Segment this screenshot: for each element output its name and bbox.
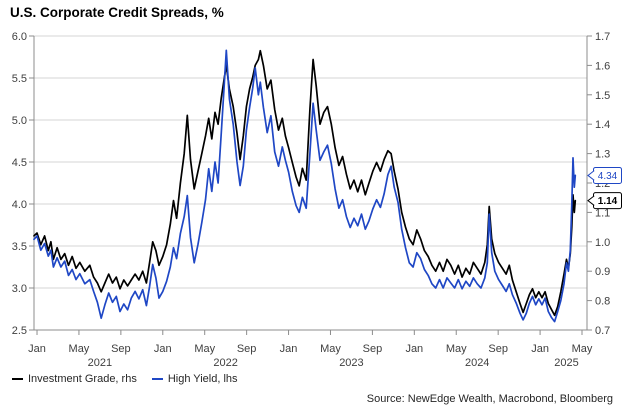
left-axis-tick-label: 3.5 [12,241,27,253]
left-axis-tick-label: 5.5 [12,73,27,85]
x-axis-year-label: 2021 [88,357,112,369]
left-axis-tick-label: 3.0 [12,283,27,295]
right-axis-tick-label: 0.8 [595,296,610,308]
end-value-label: 1.14 [598,196,618,207]
legend-label-high-yield: High Yield, lhs [167,373,238,385]
gridlines [34,35,587,331]
x-axis-month-label: May [572,343,593,355]
axis-lines [33,36,588,331]
chart-title: U.S. Corporate Credit Spreads, % [10,5,224,20]
right-axis-tick-label: 0.9 [595,266,610,278]
legend-item-investment-grade: Investment Grade, rhs [12,373,137,385]
x-axis-month-label: Sep [363,343,383,355]
right-axis: 1.71.61.51.41.31.21.11.00.90.80.7 [587,31,610,337]
x-axis-year-label: 2023 [339,357,363,369]
right-axis-tick-label: 1.6 [595,60,610,72]
x-axis-month-label: Sep [111,343,131,355]
right-axis-tick-label: 1.4 [595,119,610,131]
x-axis-year-label: 2025 [554,357,578,369]
x-axis-year-label: 2022 [213,357,237,369]
right-axis-tick-label: 1.5 [595,90,610,102]
x-axis-month-label: May [194,343,215,355]
legend: Investment Grade, rhs High Yield, lhs [12,373,238,385]
x-axis-month-label: Jan [531,343,549,355]
legend-label-investment-grade: Investment Grade, rhs [28,373,137,385]
x-axis: Jan May Sep Jan May Sep Jan May Sep Jan May Sep Jan M… [28,330,593,369]
x-axis-month-label: Jan [280,343,298,355]
x-axis-month-label: Sep [237,343,257,355]
x-axis-year-label: 2024 [465,357,489,369]
investment-grade-line-swatch [12,377,23,381]
end-value-callout-high-yield: 4.34 [587,166,622,184]
x-axis-month-label: Sep [488,343,508,355]
left-axis-tick-label: 4.0 [12,199,27,211]
left-axis-tick-label: 5.0 [12,115,27,127]
right-axis-tick-label: 1.0 [595,237,610,249]
right-axis-tick-label: 0.7 [595,325,610,337]
x-axis-month-label: May [69,343,90,355]
right-axis-tick-label: 1.7 [595,31,610,43]
x-axis-month-label: Jan [405,343,423,355]
left-axis-tick-label: 4.5 [12,157,27,169]
high-yield-line-swatch [151,377,163,381]
end-value-label: 4.34 [598,171,618,182]
source-attribution: Source: NewEdge Wealth, Macrobond, Bloom… [366,393,613,405]
left-axis-tick-label: 6.0 [12,31,27,43]
left-axis-tick-label: 2.5 [12,325,27,337]
legend-item-high-yield: High Yield, lhs [151,373,238,385]
series-line-high-yield-lhs [33,49,577,323]
right-axis-tick-label: 1.3 [595,149,610,161]
end-value-callout-investment-grade: 1.14 [587,192,622,210]
left-axis: 6.0 5.5 5.0 4.5 4.0 3.5 3.0 2.5 [12,31,34,337]
x-axis-month-label: Jan [28,343,46,355]
x-axis-month-label: May [446,343,467,355]
x-axis-month-label: May [320,343,341,355]
right-axis-tick-label: 1.1 [595,207,610,219]
x-axis-month-label: Jan [154,343,172,355]
series-line-investment-grade-rhs [33,49,577,317]
